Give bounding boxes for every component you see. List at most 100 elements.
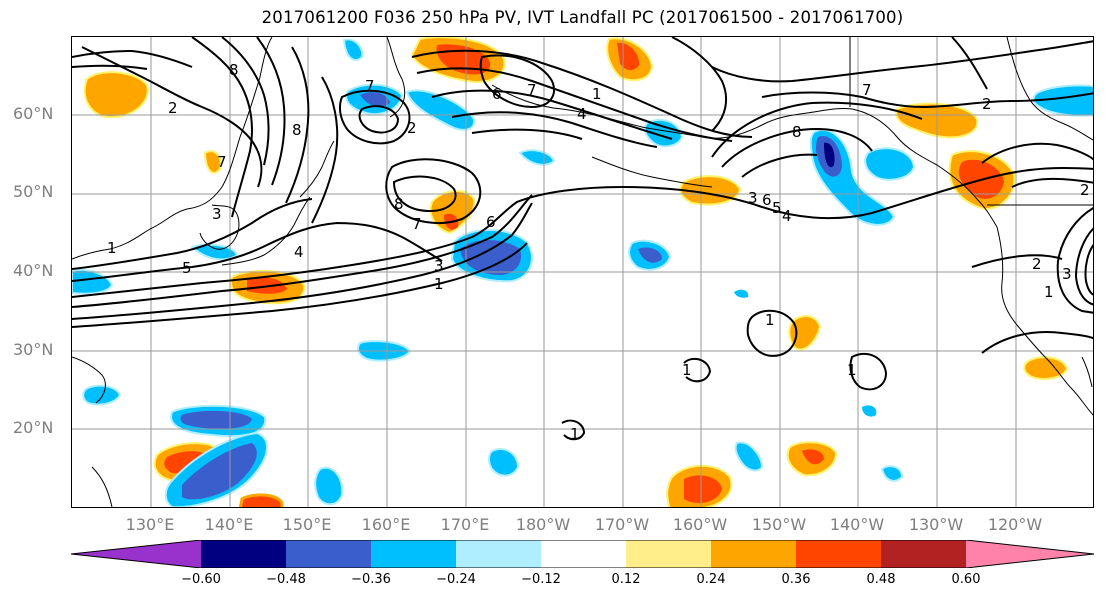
coastline-aleutians bbox=[591, 156, 713, 188]
negative-anomaly-patch bbox=[180, 410, 252, 429]
contour-label: 3 bbox=[212, 205, 222, 223]
colorbar-tick: 0.24 bbox=[696, 572, 726, 587]
lon-label-160e: 160°E bbox=[361, 515, 411, 534]
pv-contour bbox=[683, 357, 712, 383]
lon-label-150e: 150°E bbox=[282, 515, 332, 534]
positive-anomaly-patch bbox=[802, 449, 824, 465]
positive-anomaly-patch bbox=[684, 475, 722, 504]
contour-label: 4 bbox=[577, 105, 587, 123]
colorbar-tick: −0.36 bbox=[351, 572, 391, 587]
colorbar-segment bbox=[626, 540, 711, 568]
pv-contour bbox=[72, 221, 443, 282]
contour-label-group: 8 7 6 1 4 7 2 8 7 1 2 3 4 5 8 7 6 3 1 1 … bbox=[107, 61, 1090, 443]
positive-anomaly-patch bbox=[203, 150, 222, 174]
pv-contour bbox=[311, 76, 339, 224]
lat-label-40n: 40°N bbox=[13, 261, 54, 280]
map-title: 2017061200 F036 250 hPa PV, IVT Landfall… bbox=[261, 8, 904, 27]
lon-label-130w: 130°W bbox=[908, 515, 964, 534]
coastline-north-america-interior bbox=[1006, 37, 1093, 141]
pv-contour bbox=[1056, 207, 1093, 314]
colorbar-segment bbox=[881, 540, 966, 568]
pv-contour bbox=[746, 309, 798, 357]
contour-label: 1 bbox=[434, 275, 444, 293]
negative-anomaly-patch bbox=[182, 443, 257, 500]
pv-contour bbox=[849, 352, 888, 391]
contour-label: 6 bbox=[486, 213, 496, 231]
coastline-asia bbox=[72, 37, 273, 260]
pv-contours bbox=[72, 37, 1093, 441]
pv-contour bbox=[191, 37, 253, 218]
pv-contour bbox=[561, 419, 586, 441]
colorbar-tick: 0.12 bbox=[611, 572, 641, 587]
lon-label-140e: 140°E bbox=[204, 515, 254, 534]
pv-contour bbox=[72, 194, 533, 308]
coastline-north-america-west bbox=[996, 226, 1093, 416]
contour-label: 8 bbox=[229, 61, 239, 79]
coastline-baja bbox=[1081, 356, 1093, 388]
colorbar-segment bbox=[796, 540, 881, 568]
colorbar-svg bbox=[70, 539, 1095, 569]
negative-anomaly-patch bbox=[824, 142, 835, 168]
pv-contour bbox=[72, 64, 148, 70]
colorbar-segment bbox=[711, 540, 796, 568]
lon-label-170w: 170°W bbox=[594, 515, 650, 534]
contour-label: 2 bbox=[982, 95, 992, 113]
pv-contour bbox=[72, 198, 313, 270]
negative-anomaly-patch bbox=[880, 465, 904, 482]
lat-label-30n: 30°N bbox=[13, 340, 54, 359]
colorbar-tick: 0.48 bbox=[866, 572, 896, 587]
colorbar-segment bbox=[286, 540, 371, 568]
pv-contour bbox=[761, 91, 1093, 109]
contour-label: 7 bbox=[412, 215, 422, 233]
colorbar bbox=[70, 539, 1095, 572]
contour-label: 8 bbox=[792, 123, 802, 141]
contour-label: 5 bbox=[772, 199, 782, 217]
pv-contour bbox=[256, 37, 286, 186]
pv-contour bbox=[72, 49, 193, 68]
colorbar-tick: 0.36 bbox=[781, 572, 811, 587]
colorbar-extend-low bbox=[71, 540, 201, 568]
pv-contour bbox=[72, 242, 528, 328]
contour-label: 1 bbox=[682, 361, 692, 379]
contour-label: 7 bbox=[862, 81, 872, 99]
negative-anomaly-patch bbox=[862, 405, 877, 417]
negative-anomaly-patch bbox=[405, 89, 476, 131]
contour-label: 2 bbox=[168, 99, 178, 117]
pv-contour bbox=[479, 54, 555, 109]
lat-label-20n: 20°N bbox=[13, 418, 54, 437]
pv-contour bbox=[471, 128, 583, 140]
contour-label: 1 bbox=[107, 239, 117, 257]
pv-contour bbox=[1084, 244, 1093, 296]
pv-contour bbox=[358, 105, 400, 134]
negative-anomaly-patch bbox=[734, 289, 749, 298]
positive-anomaly-patch bbox=[83, 71, 149, 119]
contour-label: 7 bbox=[217, 153, 227, 171]
pv-contour bbox=[971, 254, 1063, 268]
coastline-china-south bbox=[72, 356, 113, 507]
contour-label: 1 bbox=[765, 311, 775, 329]
negative-anomaly-patch bbox=[864, 147, 916, 181]
map-canvas: 8 7 6 1 4 7 2 8 7 1 2 3 4 5 8 7 6 3 1 1 … bbox=[72, 37, 1093, 507]
pv-contour bbox=[671, 37, 728, 132]
lat-label-50n: 50°N bbox=[13, 182, 54, 201]
contour-label: 4 bbox=[294, 243, 304, 261]
contour-label: 7 bbox=[527, 81, 537, 99]
contour-label: 3 bbox=[748, 189, 758, 207]
negative-anomaly-patch bbox=[460, 240, 522, 275]
colorbar-tick: −0.12 bbox=[521, 572, 561, 587]
negative-anomaly-patch bbox=[342, 38, 364, 61]
contour-label: 1 bbox=[847, 361, 857, 379]
contour-label: 8 bbox=[394, 195, 404, 213]
map-panel: 8 7 6 1 4 7 2 8 7 1 2 3 4 5 8 7 6 3 1 1 … bbox=[71, 36, 1094, 508]
lon-label-160w: 160°W bbox=[672, 515, 728, 534]
pv-contour bbox=[1074, 227, 1093, 306]
pv-contour bbox=[451, 111, 658, 148]
colorbar-segment bbox=[456, 540, 541, 568]
negative-anomaly-patch bbox=[734, 441, 764, 472]
negative-anomaly-patch bbox=[488, 448, 520, 477]
coastline-kamchatka bbox=[386, 37, 406, 118]
pv-contour bbox=[431, 89, 673, 140]
colorbar-tick: −0.24 bbox=[436, 572, 476, 587]
lat-label-60n: 60°N bbox=[13, 104, 54, 123]
pv-contour bbox=[981, 331, 1093, 354]
